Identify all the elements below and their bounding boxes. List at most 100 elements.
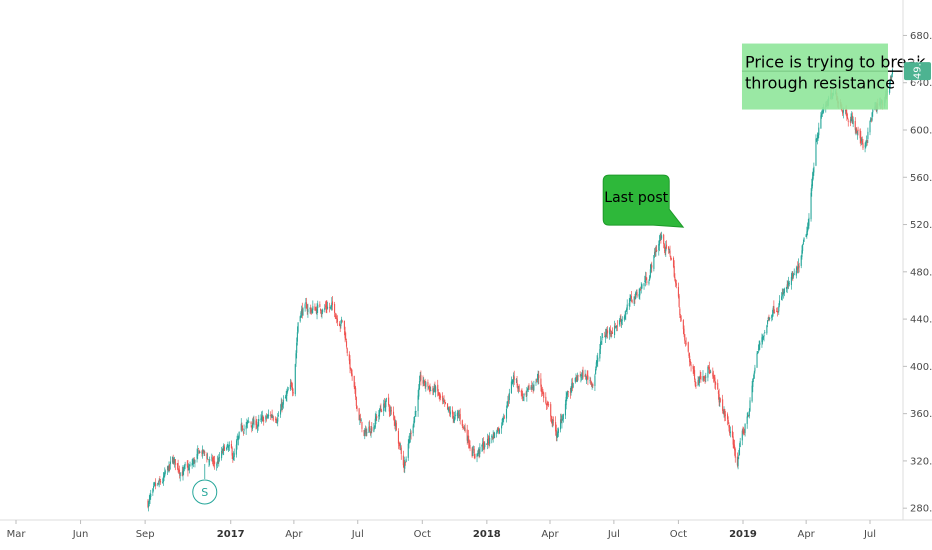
candle-body [178,469,180,471]
candle-body [483,446,485,449]
candle [604,331,606,338]
candle-body [528,384,530,390]
candle-body [526,390,528,396]
candle-body [299,316,301,322]
candle [748,408,750,419]
candle [424,378,426,389]
candle-body [304,304,306,309]
candle [207,452,209,460]
candle-body [816,137,818,140]
candle-body [557,429,559,434]
split-marker: S [192,464,218,505]
candle-body [518,385,520,392]
candle [430,386,432,392]
candle-body [237,438,239,440]
candle [247,417,249,424]
candle-body [631,300,633,303]
candle-body [454,417,456,421]
candle [846,113,849,120]
candle [621,318,623,328]
candle [183,464,185,472]
candle [245,422,247,435]
candle [412,423,414,437]
candle-body [159,478,161,481]
candle [580,374,582,383]
candle-body [243,428,245,431]
candle-body [187,465,189,471]
candle-body [871,112,873,121]
candle [557,427,559,437]
candle [675,279,677,289]
candle [507,395,509,407]
candle [767,316,769,321]
candle [664,247,666,256]
candle-body [715,382,717,385]
candle [189,461,191,467]
candle-body [783,288,785,294]
candle [601,333,603,345]
candle [605,328,607,338]
candle-body [481,444,483,447]
candle [484,441,486,450]
candle [325,300,327,313]
candle [389,405,391,417]
candle [408,435,410,449]
candle-body [645,276,647,280]
candle [452,411,454,424]
candle-body [738,455,740,456]
candle-body [374,418,376,428]
candle [272,415,275,422]
candle [640,282,642,294]
price-axis[interactable]: 280.0 320.0 360.0 400.0 440.0 480.0 520.0 560.0… [902,0,932,520]
candle-body [615,326,617,328]
candle [595,366,597,375]
candle [339,324,341,333]
candle [577,374,579,381]
candle [228,444,230,452]
candle [722,408,724,415]
price-tick-label: 360.0 [910,409,932,420]
candle [204,450,206,456]
candle-body [621,319,623,321]
time-axis[interactable]: Mar Jun Sep 2017 Apr Jul Oct 2018 Apr Jul Oct 2019 A… [0,519,932,540]
candle-body [398,443,400,444]
candle [714,374,716,389]
candle-body [783,291,785,295]
candle-body [552,421,554,424]
candle-body [408,439,410,444]
candle-body [207,459,209,461]
candle [422,375,424,387]
candle [358,407,360,421]
candle [176,463,178,471]
candle [402,450,404,468]
candle-body [223,445,225,450]
candle [355,396,357,409]
candle-body [451,410,454,414]
candle [160,478,162,485]
candle-body [675,283,677,286]
candle-body [164,471,167,473]
candle [759,340,761,350]
candle [356,405,358,412]
candle-body [182,470,184,475]
time-tick-label: Jul [863,529,876,540]
candle [527,385,529,393]
candle [572,382,574,389]
candle [477,447,479,457]
candle-body [630,295,632,300]
candle-body [592,384,594,387]
candle-body [248,421,250,423]
candle-body [703,376,705,378]
candle [235,439,237,458]
candle [503,413,505,423]
candle [458,409,460,419]
candle-body [199,451,201,453]
candle-body [324,307,326,310]
candle [856,127,858,134]
candle-body [733,444,735,445]
candle-body [340,321,342,327]
candle [668,248,670,254]
candle [237,433,239,441]
candle [678,293,680,308]
